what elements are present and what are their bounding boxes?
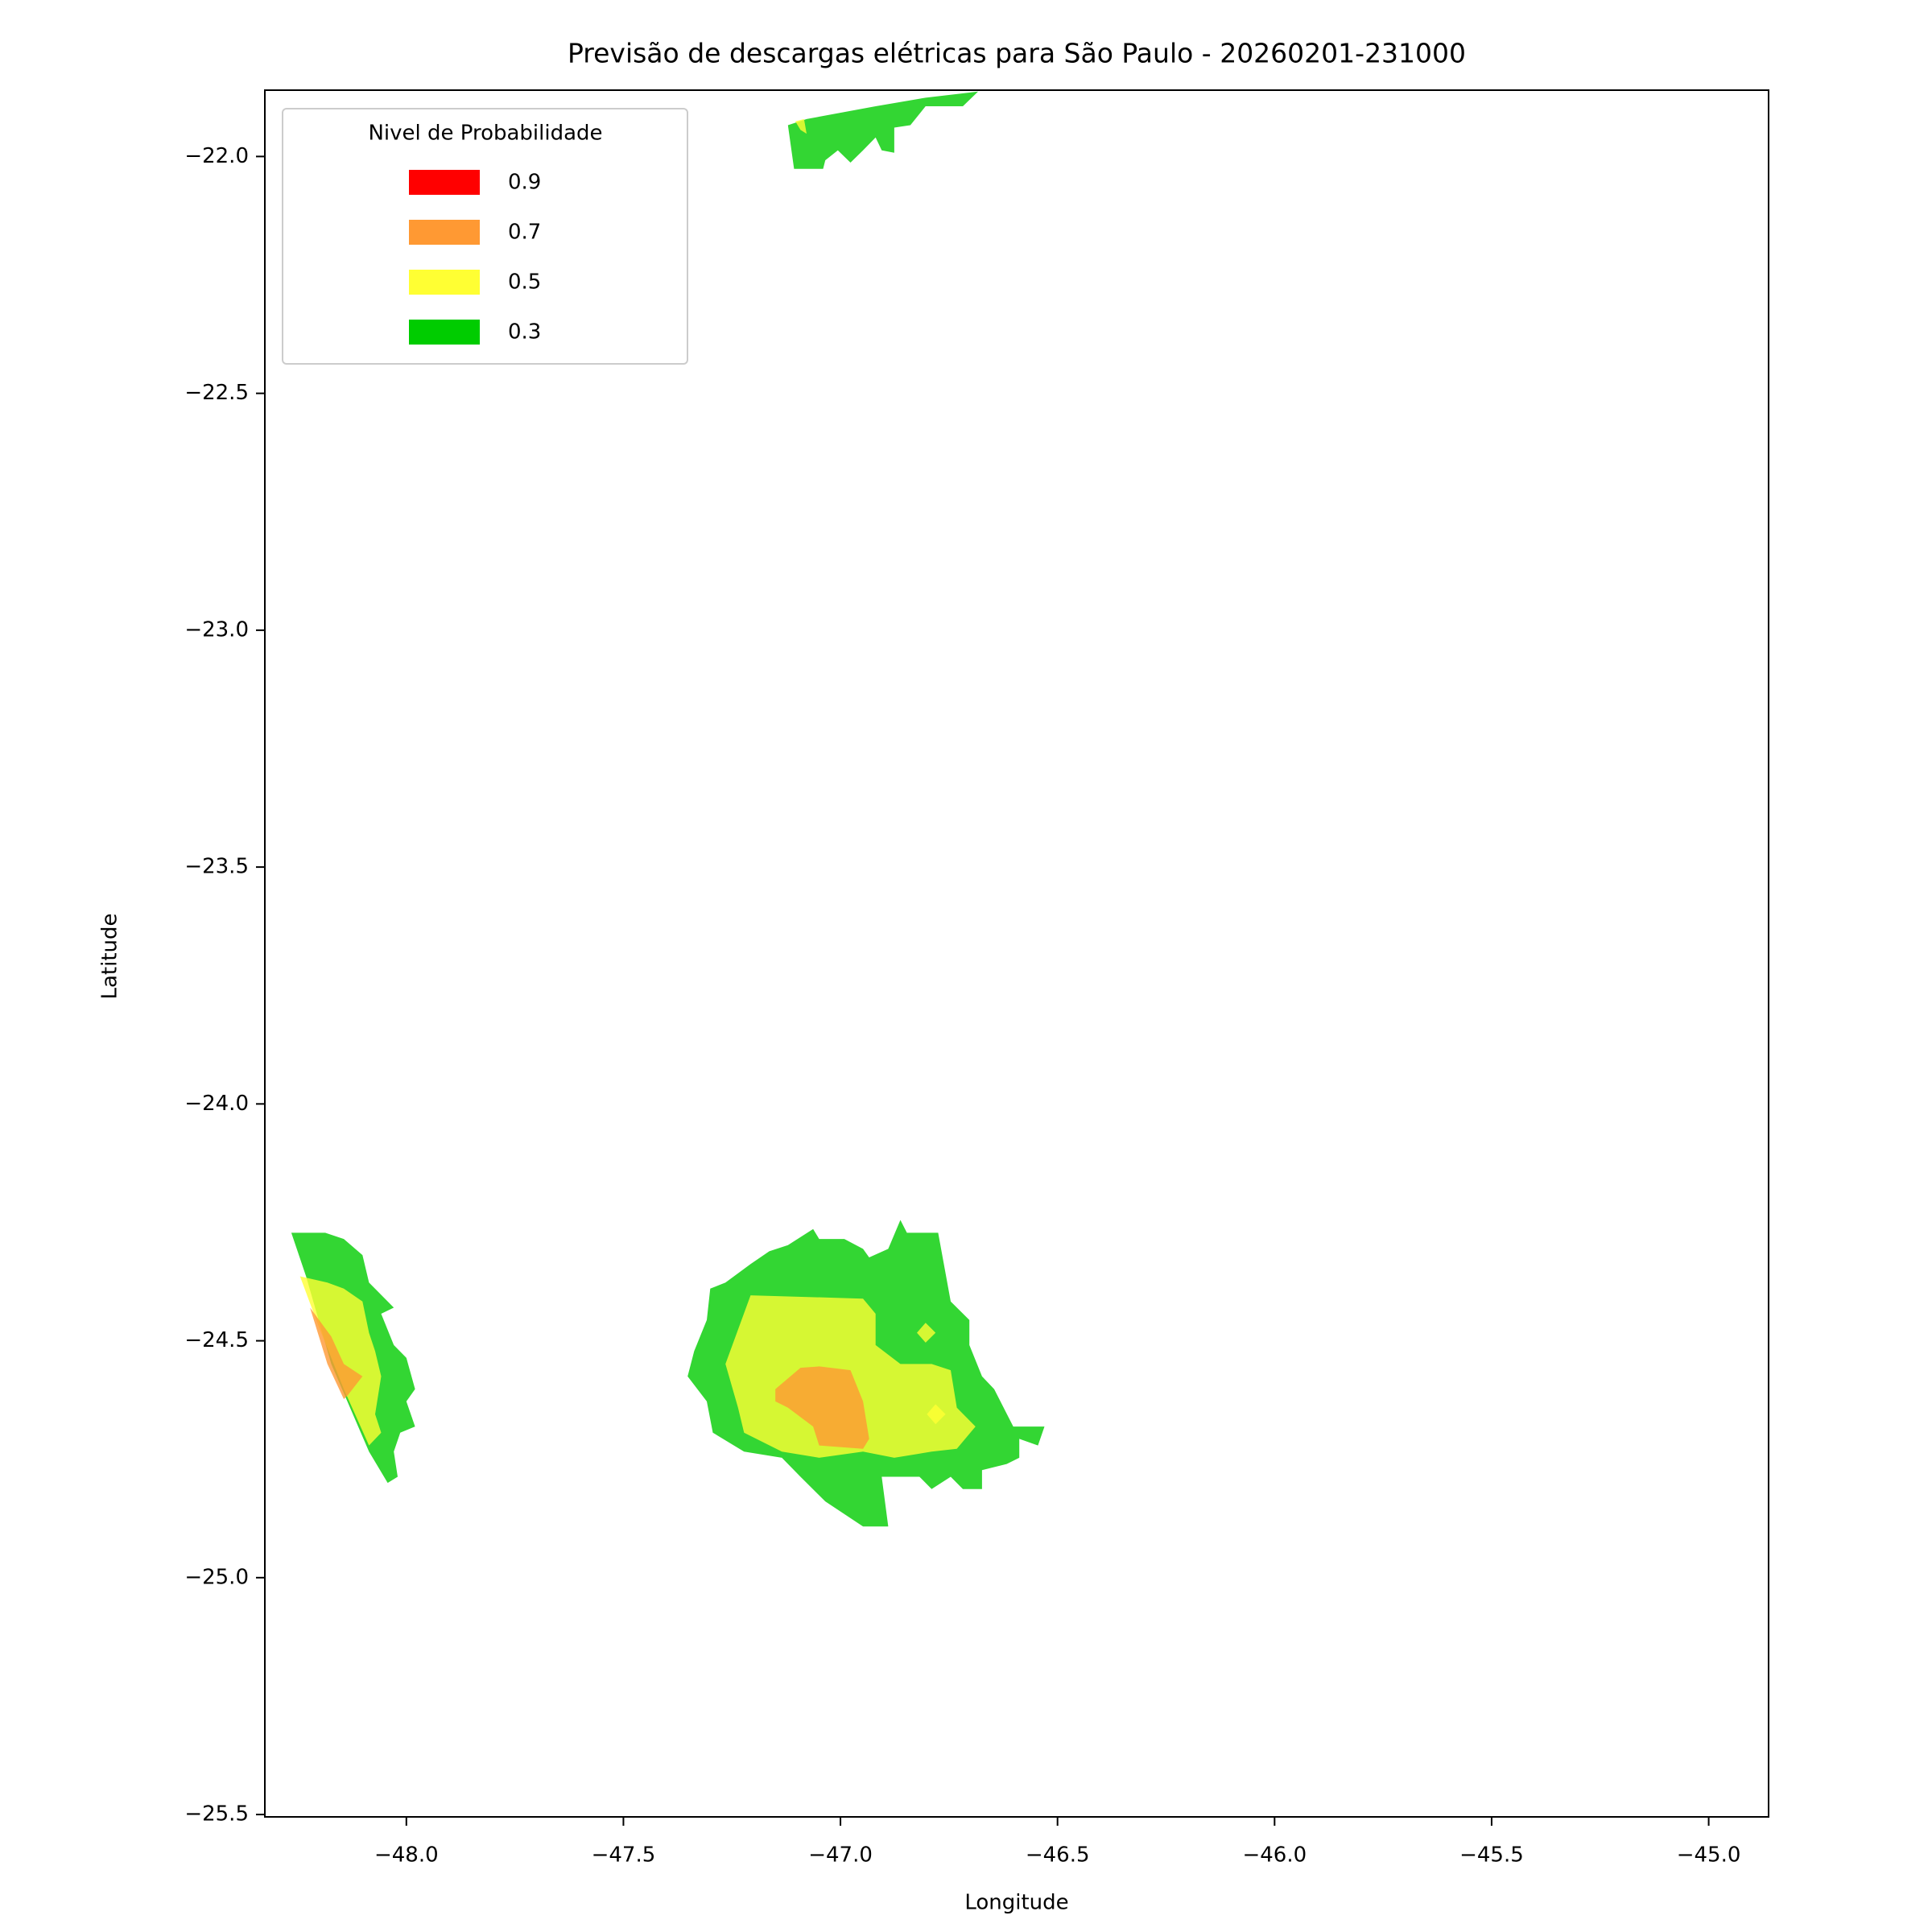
y-tick-label: −23.5	[184, 855, 249, 879]
x-tick-label: −45.0	[1677, 1843, 1741, 1868]
legend-label: 0.5	[508, 270, 541, 295]
contour-layer	[291, 91, 1045, 1527]
legend-swatch	[409, 220, 480, 245]
x-axis-label: Longitude	[964, 1891, 1068, 1915]
plot-frame	[264, 89, 1769, 1818]
legend-title: Nivel de Probabilidade	[368, 122, 602, 146]
contour-region	[775, 1366, 869, 1449]
legend-swatch	[409, 270, 480, 295]
y-axis-label: Latitude	[98, 913, 122, 999]
legend-label: 0.9	[508, 171, 541, 195]
legend-swatch	[409, 170, 480, 195]
y-tick-label: −24.5	[184, 1328, 249, 1352]
legend: Nivel de Probabilidade 0.9 0.7 0.5 0.3	[282, 108, 688, 365]
legend-label: 0.3	[508, 320, 541, 345]
x-tick-label: −46.5	[1026, 1843, 1090, 1868]
x-tick-label: −48.0	[374, 1843, 439, 1868]
y-tick-label: −25.5	[184, 1802, 249, 1827]
x-tick-label: −47.0	[808, 1843, 873, 1868]
x-tick-label: −47.5	[592, 1843, 656, 1868]
contour-region	[795, 118, 807, 134]
y-tick-label: −24.0	[184, 1092, 249, 1116]
x-tick-label: −45.5	[1459, 1843, 1524, 1868]
legend-label: 0.7	[508, 221, 541, 245]
contour-region	[787, 91, 978, 169]
x-tick-label: −46.0	[1242, 1843, 1307, 1868]
chart-title: Previsão de descargas elétricas para São…	[568, 38, 1466, 69]
legend-swatch	[409, 320, 480, 345]
contour-region	[310, 1307, 363, 1399]
y-tick-label: −23.0	[184, 617, 249, 642]
contour-region	[927, 1404, 946, 1425]
y-tick-label: −25.0	[184, 1565, 249, 1589]
y-tick-label: −22.0	[184, 144, 249, 168]
contour-region	[917, 1323, 936, 1343]
legend-box	[282, 108, 688, 365]
y-tick-label: −22.5	[184, 381, 249, 405]
